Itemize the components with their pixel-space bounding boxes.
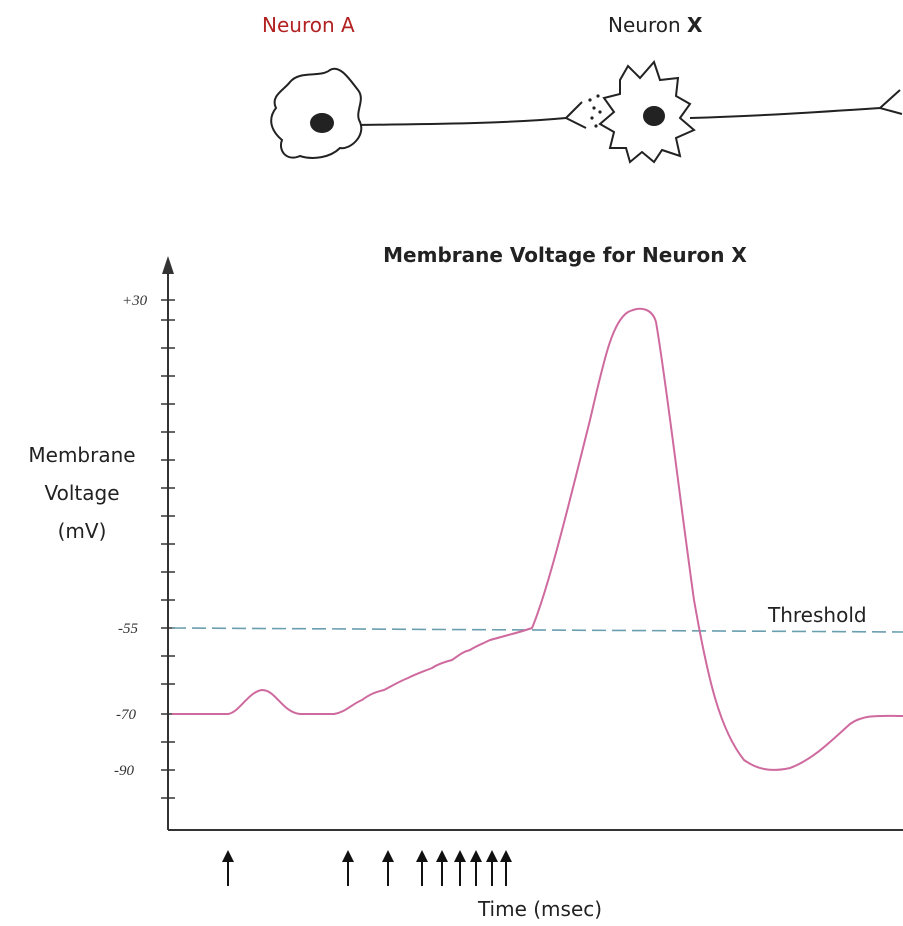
axon-terminal: [565, 101, 587, 129]
y-tick-label: +30: [122, 293, 148, 309]
y-axis-arrow: [162, 256, 174, 274]
y-tick-label: -70: [116, 707, 136, 723]
y-axis-minor-ticks: [161, 299, 175, 799]
neuron-illustration: [270, 60, 903, 164]
neuron-a-nucleus: [310, 113, 334, 133]
voltage-trace: [172, 307, 903, 771]
chart-title: Membrane Voltage for Neuron X: [383, 243, 747, 267]
y-tick-label: -55: [118, 621, 138, 637]
neuron-x-word: Neuron: [608, 13, 681, 37]
neuron-x-label: Neuron X: [608, 13, 703, 37]
neuron-x-letter: X: [687, 13, 703, 37]
x-axis-label: Time (msec): [477, 897, 602, 921]
threshold-label: Threshold: [767, 603, 867, 627]
stimulus-arrowheads: [222, 850, 512, 862]
threshold-line: [171, 627, 903, 633]
neuron-a-label: Neuron A: [262, 13, 355, 37]
neuron-a-axon: [359, 117, 567, 126]
neurotransmitters: [588, 94, 602, 128]
axes: [167, 262, 903, 831]
y-tick-label: -90: [114, 763, 134, 779]
neuron-x-axon: [689, 89, 903, 119]
y-axis-label: Membrane: [28, 443, 135, 467]
y-axis-label: Voltage: [44, 481, 119, 505]
neuron-x-body: [598, 60, 696, 164]
neuron-x-nucleus: [643, 106, 665, 126]
y-axis-label: (mV): [58, 519, 107, 543]
neuron-a-body: [270, 67, 363, 159]
